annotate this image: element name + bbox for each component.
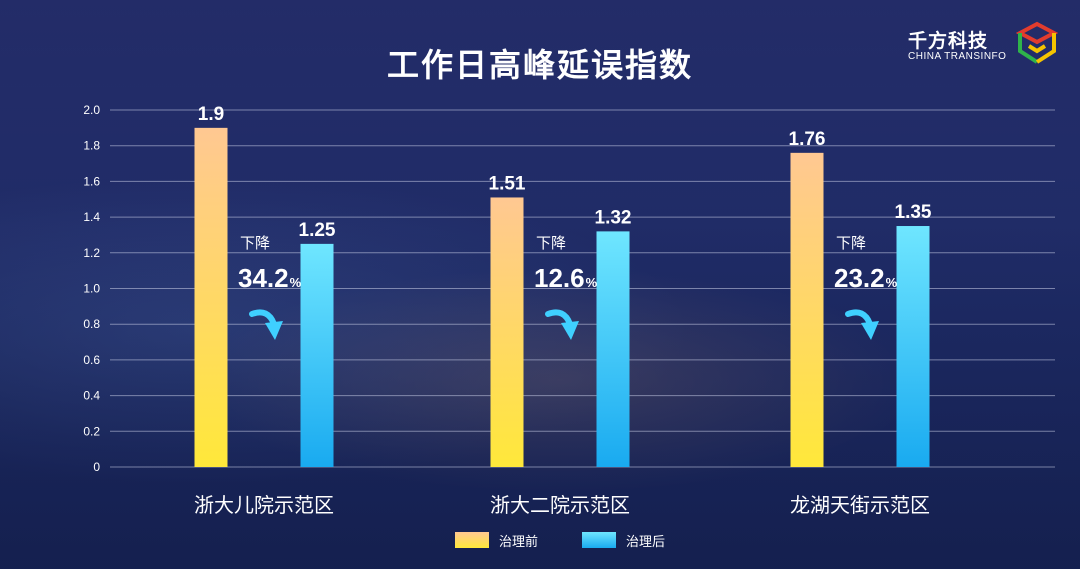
curved-down-arrow-icon	[545, 309, 573, 327]
value-label-before: 1.51	[489, 173, 526, 194]
decrease-annotations: 下降 34.2 % 下降 12.6 % 下降 23.2%	[238, 234, 898, 340]
x-category-label: 浙大二院示范区	[490, 493, 630, 517]
y-tick-label: 1.8	[83, 139, 100, 153]
x-category-label: 浙大儿院示范区	[194, 493, 334, 517]
bar-before	[194, 127, 228, 467]
x-category-label: 龙湖天街示范区	[790, 493, 930, 517]
y-tick-label: 1.6	[83, 174, 100, 188]
decrease-label: 下降	[836, 234, 866, 252]
legend-item-after: 治理后	[582, 530, 665, 550]
value-label-after: 1.25	[299, 220, 336, 241]
decrease-label: 下降	[536, 234, 566, 252]
arrow-head-icon	[861, 321, 879, 340]
cube-logo-icon	[1016, 21, 1058, 64]
legend-label-after: 治理后	[626, 534, 666, 550]
legend-label-before: 治理前	[499, 534, 539, 550]
curved-down-arrow-icon	[845, 309, 873, 327]
bar-after	[596, 231, 630, 467]
bar-before	[790, 152, 824, 467]
y-tick-label: 1.4	[83, 210, 100, 224]
y-tick-label: 0	[93, 460, 100, 474]
y-tick-label: 0.8	[83, 317, 100, 331]
company-logo: 千方科技 CHINA TRANSINFO	[908, 20, 1058, 70]
legend-swatch-after	[582, 532, 616, 548]
y-tick-label: 1.2	[83, 246, 100, 260]
decrease-percent: 23.2	[834, 263, 885, 293]
decrease-percent-sign: %	[290, 275, 302, 290]
y-tick-label: 2.0	[83, 103, 100, 117]
y-tick-label: 0.2	[83, 424, 100, 438]
bar-after	[300, 243, 334, 467]
value-label-before: 1.76	[789, 129, 826, 150]
value-label-before: 1.9	[198, 104, 224, 125]
value-labels: 1.9 1.25 1.51 1.32 1.76 1.35	[198, 104, 932, 241]
y-axis-ticks: 0 0.2 0.4 0.6 0.8 1.0 1.2 1.4 1.6 1.8 2.0	[83, 103, 100, 474]
y-tick-label: 0.6	[83, 353, 100, 367]
y-tick-label: 0.4	[83, 389, 100, 403]
value-label-after: 1.32	[595, 207, 632, 228]
value-label-after: 1.35	[895, 202, 932, 223]
curved-down-arrow-icon	[249, 309, 277, 327]
logo-name-en: CHINA TRANSINFO	[908, 51, 1007, 62]
bar-before	[490, 197, 524, 467]
x-axis-categories: 浙大儿院示范区 浙大二院示范区 龙湖天街示范区	[194, 493, 930, 517]
decrease-label: 下降	[240, 234, 270, 252]
decrease-percent-sign: %	[886, 275, 898, 290]
chart-title: 工作日高峰延误指数	[386, 46, 693, 84]
legend-swatch-before	[455, 532, 489, 548]
legend-item-before: 治理前	[455, 530, 538, 550]
decrease-percent-sign: %	[586, 275, 598, 290]
decrease-percent: 34.2	[238, 263, 289, 293]
decrease-percent: 12.6	[534, 263, 585, 293]
bars	[194, 127, 930, 467]
arrow-head-icon	[561, 321, 579, 340]
bar-after	[896, 226, 930, 467]
arrow-head-icon	[265, 321, 283, 340]
logo-name-cn: 千方科技	[908, 30, 989, 52]
y-tick-label: 1.0	[83, 282, 100, 296]
legend: 治理前 治理后	[0, 530, 1080, 550]
